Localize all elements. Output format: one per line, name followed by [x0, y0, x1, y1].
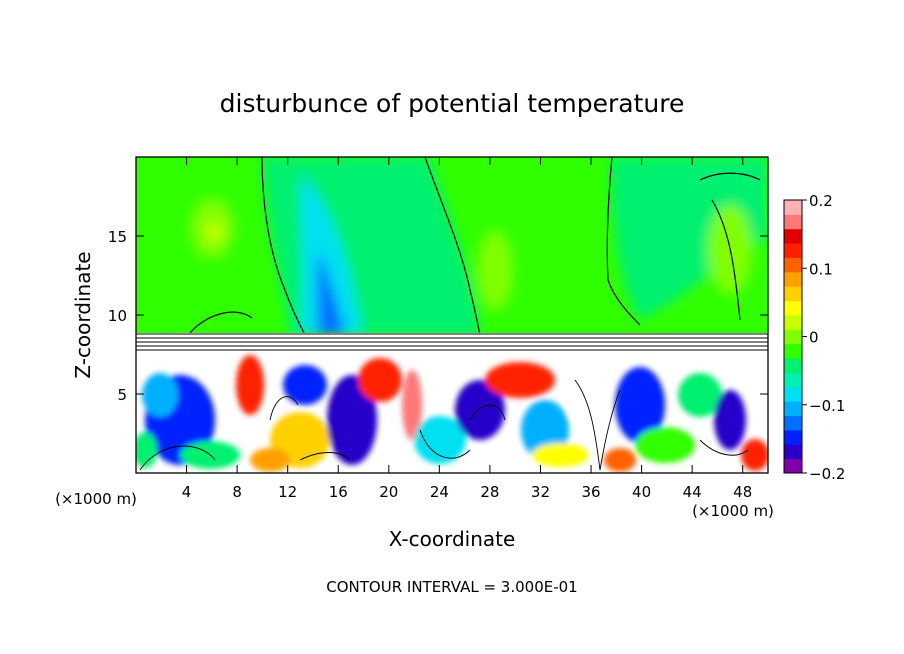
colorbar-ticks: 0.2 0.1 0 −0.1 −0.2 [802, 192, 845, 483]
colorbar-swatch [784, 228, 802, 244]
x-tick-label: 20 [379, 483, 398, 501]
x-tick-label: 12 [278, 483, 297, 501]
cool-plume-core [300, 175, 362, 335]
colorbar-tick-label: −0.1 [809, 397, 845, 415]
x-tick-label: 4 [182, 483, 192, 501]
cool-plume-deep [317, 250, 345, 335]
warm-patch-mid [477, 230, 513, 310]
colorbar-swatch [784, 429, 802, 445]
interface-contours [136, 333, 768, 351]
colorbar-swatch [784, 372, 802, 388]
colorbar-swatch [784, 401, 802, 417]
x-tick-label: 24 [430, 483, 449, 501]
x-unit-label-left: (×1000 m) [55, 490, 137, 508]
warm-spot-left [206, 222, 222, 242]
x-tick-label: 48 [733, 483, 752, 501]
x-axis-label: X-coordinate [389, 527, 516, 551]
y-axis: 5 10 15 [108, 228, 768, 404]
y-axis-label: Z-coordinate [71, 251, 95, 378]
colorbar-swatch [784, 458, 802, 474]
colorbar-swatch [784, 415, 802, 431]
x-axis: 4 8 12 16 20 24 28 32 36 40 44 48 [182, 157, 752, 501]
colorbar-swatch [784, 386, 802, 402]
x-tick-label: 8 [232, 483, 242, 501]
colorbar-swatch [784, 243, 802, 258]
colorbar-tick-label: 0.1 [809, 260, 833, 278]
y-tick-label: 10 [108, 307, 127, 325]
x-tick-label: 28 [480, 483, 499, 501]
colorbar-swatch [784, 214, 802, 230]
colorbar-tick-label: −0.2 [809, 465, 845, 483]
colorbar-swatch [784, 358, 802, 373]
x-tick-label: 44 [683, 483, 702, 501]
upper-contours [189, 157, 761, 336]
chart-title: disturbunce of potential temperature [220, 89, 685, 118]
colorbar-swatch [784, 329, 802, 345]
x-tick-label: 36 [581, 483, 600, 501]
colorbar-swatch [784, 300, 802, 316]
contour-interval-note: CONTOUR INTERVAL = 3.000E-01 [326, 578, 577, 596]
colorbar-swatch [784, 286, 802, 302]
x-tick-label: 40 [632, 483, 651, 501]
x-tick-label: 16 [329, 483, 348, 501]
colorbar-swatch [784, 271, 802, 287]
colorbar-swatch [784, 314, 802, 330]
colorbar [783, 199, 803, 474]
colorbar-swatch [784, 200, 802, 215]
colorbar-tick-label: 0.2 [809, 192, 833, 210]
colorbar-swatch [784, 257, 802, 273]
field-plot [136, 157, 768, 473]
y-tick-label: 15 [108, 228, 127, 246]
colorbar-swatch [784, 444, 802, 460]
x-tick-label: 32 [531, 483, 550, 501]
lower-anomalies [136, 355, 768, 472]
x-unit-label-right: (×1000 m) [692, 502, 774, 520]
cool-patch-right [610, 157, 768, 320]
colorbar-tick-label: 0 [809, 329, 819, 347]
colorbar-swatch [784, 343, 802, 359]
lower-contours [139, 379, 749, 471]
y-tick-label: 5 [117, 386, 127, 404]
